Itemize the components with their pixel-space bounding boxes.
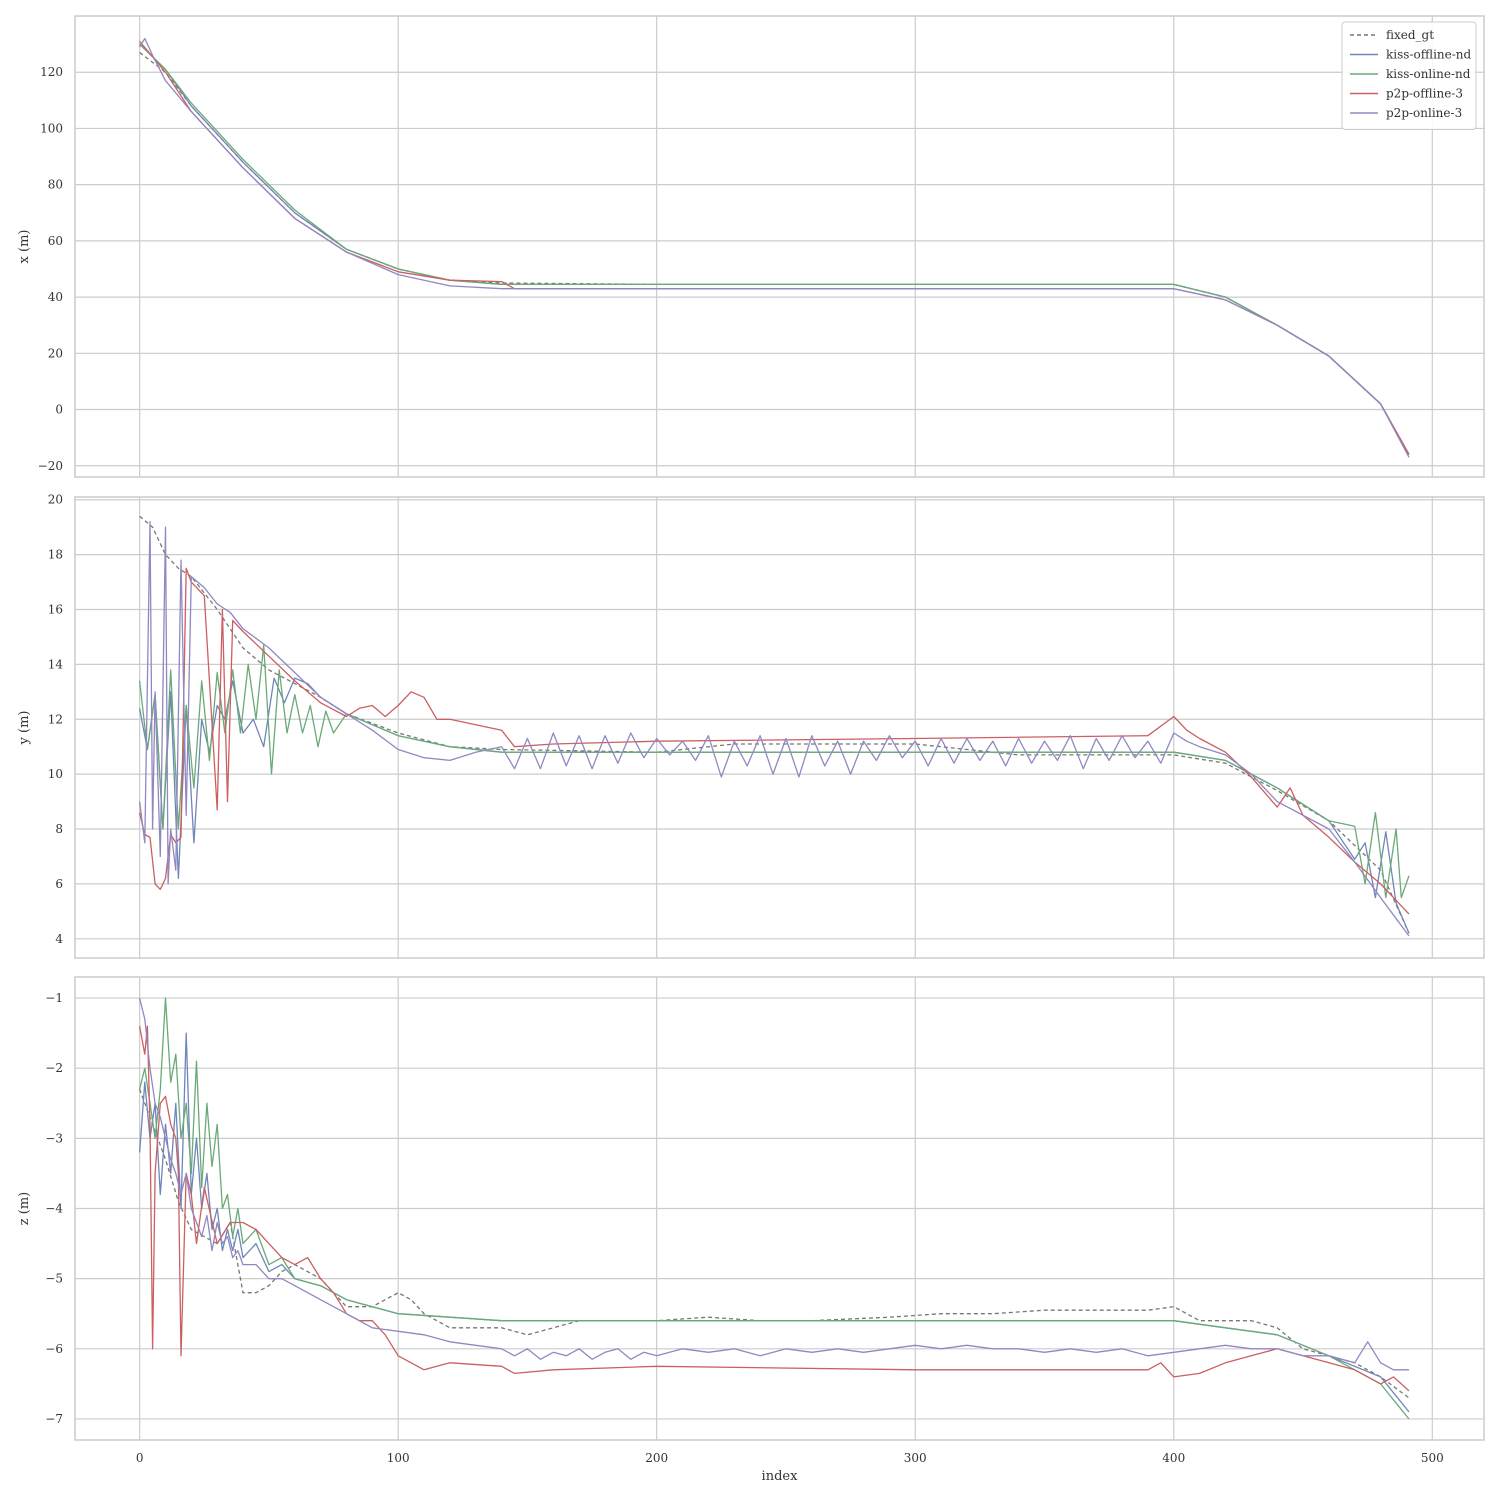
- series-line-p2p-online-3: [138, 997, 1409, 1371]
- x-tick-label: 400: [1162, 1451, 1185, 1465]
- panel-2: 4 6 8 10 12 14 16 18 20 y (m): [17, 493, 1485, 959]
- series-line-fixed_gt: [138, 1088, 1410, 1399]
- y-axis-label: z (m): [17, 1192, 32, 1225]
- panel-3: −7 −6 −5 −4 −3 −2 −1 0 100 200 300 400 500 z (m) index: [17, 976, 1485, 1484]
- x-tick-label: 200: [645, 1451, 668, 1465]
- x-tick-label: 100: [387, 1451, 410, 1465]
- legend-box: [1341, 21, 1477, 130]
- y-axis-label: y (m): [17, 711, 32, 746]
- x-tick-label: 0: [136, 1451, 144, 1465]
- y-tick-label: 80: [48, 178, 63, 192]
- series-line-kiss-online-nd: [138, 997, 1410, 1420]
- y-tick-label: 100: [40, 121, 63, 135]
- y-tick-label: −7: [45, 1412, 63, 1426]
- y-tick-label: 4: [55, 932, 63, 946]
- series-line-p2p-online-3: [138, 521, 1410, 937]
- series-line-p2p-online-3: [139, 37, 1410, 458]
- y-tick-label: 14: [48, 657, 64, 671]
- y-tick-label: 40: [48, 290, 63, 304]
- y-tick-label: −20: [38, 459, 63, 473]
- y-tick-label: 10: [48, 767, 63, 781]
- series-line-p2p-offline-3: [138, 1025, 1410, 1392]
- y-tick-label: 12: [48, 712, 63, 726]
- series-line-p2p-offline-3: [138, 567, 1410, 915]
- legend-label-p2p-online-3: p2p-online-3: [1386, 106, 1462, 120]
- y-tick-label: 18: [48, 548, 63, 562]
- y-axis-label: x (m): [17, 230, 32, 264]
- y-tick-label: −3: [45, 1131, 63, 1145]
- series-line-kiss-online-nd: [138, 644, 1410, 899]
- legend-label-kiss-offline-nd: kiss-offline-nd: [1386, 48, 1472, 62]
- legend-label-p2p-offline-3: p2p-offline-3: [1386, 87, 1463, 101]
- x-tick-label: 300: [904, 1451, 927, 1465]
- legend-label-kiss-online-nd: kiss-online-nd: [1386, 67, 1471, 81]
- panel-1: −20 0 20 40 60 80 100 120 x (m) fixed_gt kiss-offl…: [17, 15, 1485, 478]
- plot-area: [74, 496, 1485, 959]
- y-tick-label: −4: [45, 1202, 63, 1216]
- x-tick-label: 500: [1421, 1451, 1444, 1465]
- y-tick-label: 60: [48, 234, 63, 248]
- y-tick-label: −5: [45, 1272, 63, 1286]
- y-tick-label: 120: [40, 65, 63, 79]
- plot-area: [74, 15, 1485, 478]
- y-tick-label: 6: [55, 877, 63, 891]
- y-tick-label: −6: [45, 1342, 63, 1356]
- x-axis-label: index: [762, 1469, 799, 1484]
- y-tick-label: 8: [55, 822, 63, 836]
- y-tick-label: 20: [48, 346, 63, 360]
- legend-label-fixed_gt: fixed_gt: [1386, 28, 1434, 42]
- legend: fixed_gt kiss-offline-nd kiss-online-nd p2p…: [1341, 21, 1477, 130]
- y-tick-label: 16: [48, 603, 63, 617]
- y-tick-label: 0: [55, 403, 63, 417]
- y-tick-label: −1: [45, 991, 63, 1005]
- y-tick-label: −2: [45, 1061, 63, 1075]
- y-tick-label: 20: [48, 493, 63, 507]
